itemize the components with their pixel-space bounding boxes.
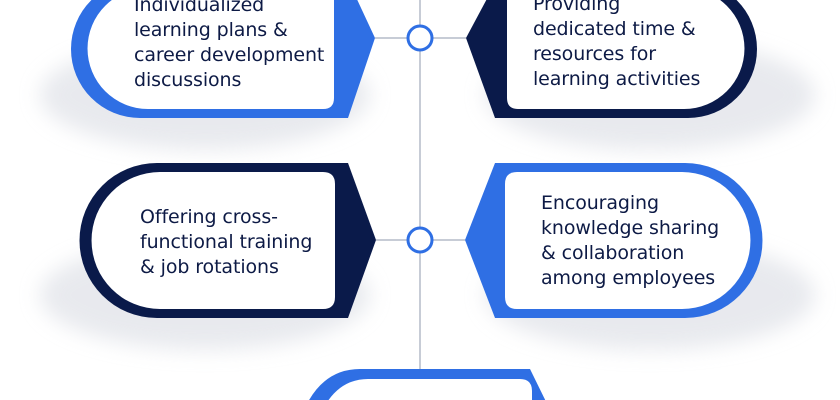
- card-inner: [328, 379, 532, 400]
- text-line: learning activities: [533, 68, 701, 90]
- text-line: & collaboration: [541, 242, 685, 264]
- card-inner: [507, 0, 745, 109]
- text-line: among employees: [541, 267, 716, 289]
- text-line: dedicated time &: [533, 18, 696, 40]
- card-right-2: [465, 163, 815, 350]
- card-text-right-1: Providing dedicated time & resources for…: [533, 0, 700, 92]
- text-line: functional training: [140, 231, 313, 253]
- card-bottom-partial: [309, 369, 546, 400]
- text-line: Providing: [533, 0, 621, 15]
- card-inner: [91, 172, 335, 309]
- text-line: knowledge sharing: [541, 217, 720, 239]
- text-line: & job rotations: [140, 256, 279, 278]
- text-line: career development: [134, 44, 325, 66]
- timeline-node: [406, 24, 434, 52]
- card-text-left-2: Offering cross- functional training & jo…: [140, 205, 312, 280]
- card-right-1: [466, 0, 815, 150]
- text-line: Encouraging: [541, 192, 659, 214]
- text-line: Individualized: [134, 0, 265, 16]
- text-line: discussions: [134, 69, 242, 91]
- text-line: learning plans &: [134, 19, 288, 41]
- text-line: resources for: [533, 43, 656, 65]
- text-line: Offering cross-: [140, 206, 278, 228]
- card-left-1: [40, 0, 375, 150]
- card-left-2: [40, 163, 376, 350]
- card-text-left-1: Individualized learning plans & career d…: [134, 0, 324, 93]
- card-text-right-2: Encouraging knowledge sharing & collabor…: [541, 191, 719, 291]
- timeline-node: [406, 226, 434, 254]
- card-inner: [505, 172, 751, 309]
- card-inner: [87, 0, 334, 109]
